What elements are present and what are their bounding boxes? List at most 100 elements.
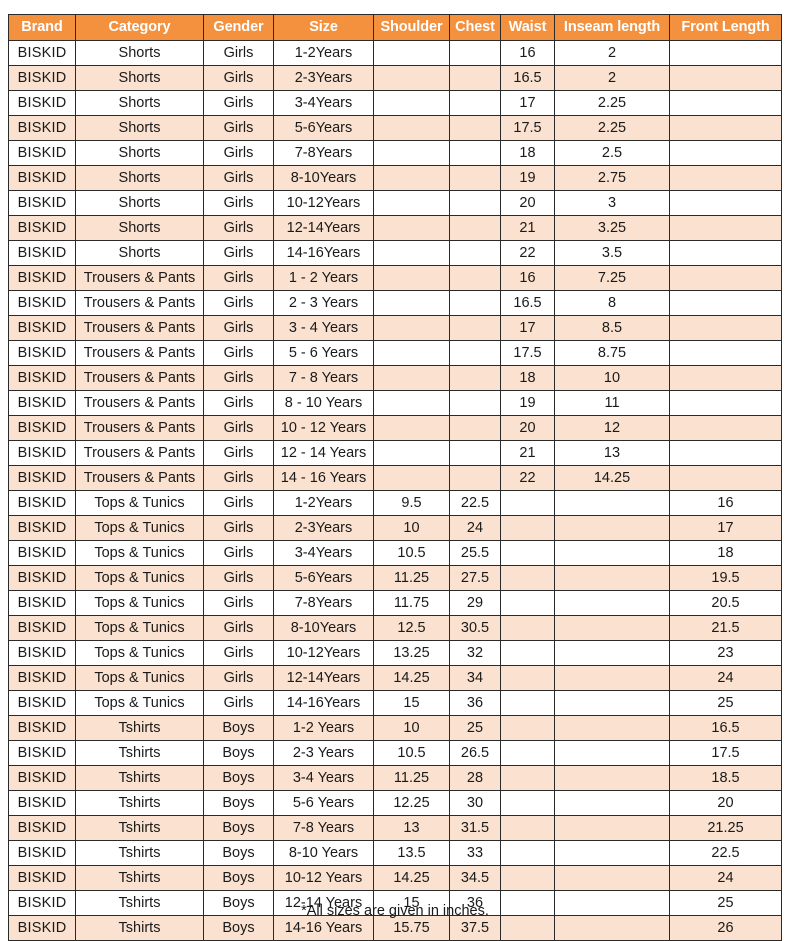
cell-inseam: 2.75: [554, 165, 670, 191]
cell-brand: BISKID: [8, 165, 76, 191]
cell-front: 21.25: [669, 815, 782, 841]
table-row: BISKID Tops & Tunics Girls 8-10Years 12.5 30.…: [8, 615, 782, 641]
cell-shoulder: [373, 165, 450, 191]
cell-waist: 17.5: [500, 115, 555, 141]
cell-gender: Girls: [203, 290, 274, 316]
table-row: BISKID Shorts Girls 3-4Years 17 2.25: [8, 90, 782, 116]
cell-shoulder: 11.25: [373, 565, 450, 591]
cell-size: 1 - 2 Years: [273, 265, 374, 291]
cell-size: 2 - 3 Years: [273, 290, 374, 316]
cell-brand: BISKID: [8, 740, 76, 766]
cell-inseam: [554, 690, 670, 716]
cell-brand: BISKID: [8, 440, 76, 466]
cell-shoulder: [373, 115, 450, 141]
cell-chest: [449, 340, 501, 366]
cell-inseam: 2: [554, 65, 670, 91]
cell-size: 5-6Years: [273, 115, 374, 141]
cell-front: [669, 265, 782, 291]
cell-brand: BISKID: [8, 40, 76, 66]
table-row: BISKID Tops & Tunics Girls 14-16Years 15 36 25: [8, 690, 782, 716]
cell-gender: Girls: [203, 465, 274, 491]
cell-category: Tshirts: [75, 915, 204, 941]
cell-category: Trousers & Pants: [75, 365, 204, 391]
cell-shoulder: 15.75: [373, 915, 450, 941]
table-row: BISKID Trousers & Pants Girls 3 - 4 Years 17…: [8, 315, 782, 341]
cell-gender: Boys: [203, 715, 274, 741]
footnote: *All sizes are given in inches.: [301, 903, 489, 919]
cell-waist: [500, 540, 555, 566]
table-row: BISKID Trousers & Pants Girls 8 - 10 Years 1…: [8, 390, 782, 416]
cell-gender: Girls: [203, 365, 274, 391]
cell-waist: [500, 515, 555, 541]
cell-inseam: [554, 615, 670, 641]
cell-gender: Girls: [203, 165, 274, 191]
cell-chest: 34: [449, 665, 501, 691]
table-row: BISKID Tops & Tunics Girls 5-6Years 11.25 27.…: [8, 565, 782, 591]
cell-chest: [449, 390, 501, 416]
cell-inseam: [554, 540, 670, 566]
table-header: Brand Category Gender Size Shoulder Chest Wais…: [8, 14, 782, 41]
cell-shoulder: 13.25: [373, 640, 450, 666]
cell-inseam: [554, 815, 670, 841]
cell-shoulder: [373, 265, 450, 291]
table-row: BISKID Shorts Girls 8-10Years 19 2.75: [8, 165, 782, 191]
cell-shoulder: [373, 190, 450, 216]
cell-waist: [500, 665, 555, 691]
cell-front: 16: [669, 490, 782, 516]
cell-size: 1-2Years: [273, 40, 374, 66]
cell-front: 19.5: [669, 565, 782, 591]
cell-waist: [500, 640, 555, 666]
cell-gender: Girls: [203, 240, 274, 266]
cell-chest: 29: [449, 590, 501, 616]
cell-brand: BISKID: [8, 890, 76, 916]
cell-category: Tshirts: [75, 790, 204, 816]
cell-category: Trousers & Pants: [75, 315, 204, 341]
cell-inseam: 11: [554, 390, 670, 416]
cell-gender: Girls: [203, 90, 274, 116]
cell-front: [669, 365, 782, 391]
table-row: BISKID Tshirts Boys 3-4 Years 11.25 28 18.5: [8, 765, 782, 791]
column-header: Size: [273, 14, 374, 41]
cell-front: 20: [669, 790, 782, 816]
cell-waist: 16.5: [500, 290, 555, 316]
cell-shoulder: 15: [373, 690, 450, 716]
cell-category: Shorts: [75, 240, 204, 266]
cell-inseam: [554, 865, 670, 891]
cell-gender: Boys: [203, 865, 274, 891]
cell-front: [669, 465, 782, 491]
cell-gender: Girls: [203, 490, 274, 516]
cell-brand: BISKID: [8, 365, 76, 391]
table-row: BISKID Tops & Tunics Girls 1-2Years 9.5 22.5 1…: [8, 490, 782, 516]
cell-waist: 18: [500, 365, 555, 391]
cell-gender: Boys: [203, 790, 274, 816]
cell-size: 12-14Years: [273, 215, 374, 241]
cell-shoulder: 14.25: [373, 865, 450, 891]
cell-chest: [449, 290, 501, 316]
cell-gender: Girls: [203, 115, 274, 141]
cell-shoulder: [373, 440, 450, 466]
cell-brand: BISKID: [8, 140, 76, 166]
cell-category: Shorts: [75, 165, 204, 191]
cell-waist: [500, 740, 555, 766]
table-row: BISKID Shorts Girls 12-14Years 21 3.25: [8, 215, 782, 241]
cell-waist: 17: [500, 315, 555, 341]
column-header: Category: [75, 14, 204, 41]
table-row: BISKID Tshirts Boys 2-3 Years 10.5 26.5 17.5: [8, 740, 782, 766]
cell-inseam: 8.75: [554, 340, 670, 366]
cell-brand: BISKID: [8, 65, 76, 91]
cell-brand: BISKID: [8, 840, 76, 866]
cell-waist: 17.5: [500, 340, 555, 366]
cell-waist: 22: [500, 240, 555, 266]
table-row: BISKID Trousers & Pants Girls 7 - 8 Years 18…: [8, 365, 782, 391]
cell-waist: 18: [500, 140, 555, 166]
header-row: Brand Category Gender Size Shoulder Chest Wais…: [8, 14, 782, 41]
cell-brand: BISKID: [8, 490, 76, 516]
cell-gender: Girls: [203, 190, 274, 216]
cell-chest: 25: [449, 715, 501, 741]
cell-size: 2-3 Years: [273, 740, 374, 766]
cell-brand: BISKID: [8, 115, 76, 141]
cell-shoulder: 12.25: [373, 790, 450, 816]
cell-size: 8-10 Years: [273, 840, 374, 866]
cell-gender: Girls: [203, 665, 274, 691]
cell-gender: Girls: [203, 440, 274, 466]
